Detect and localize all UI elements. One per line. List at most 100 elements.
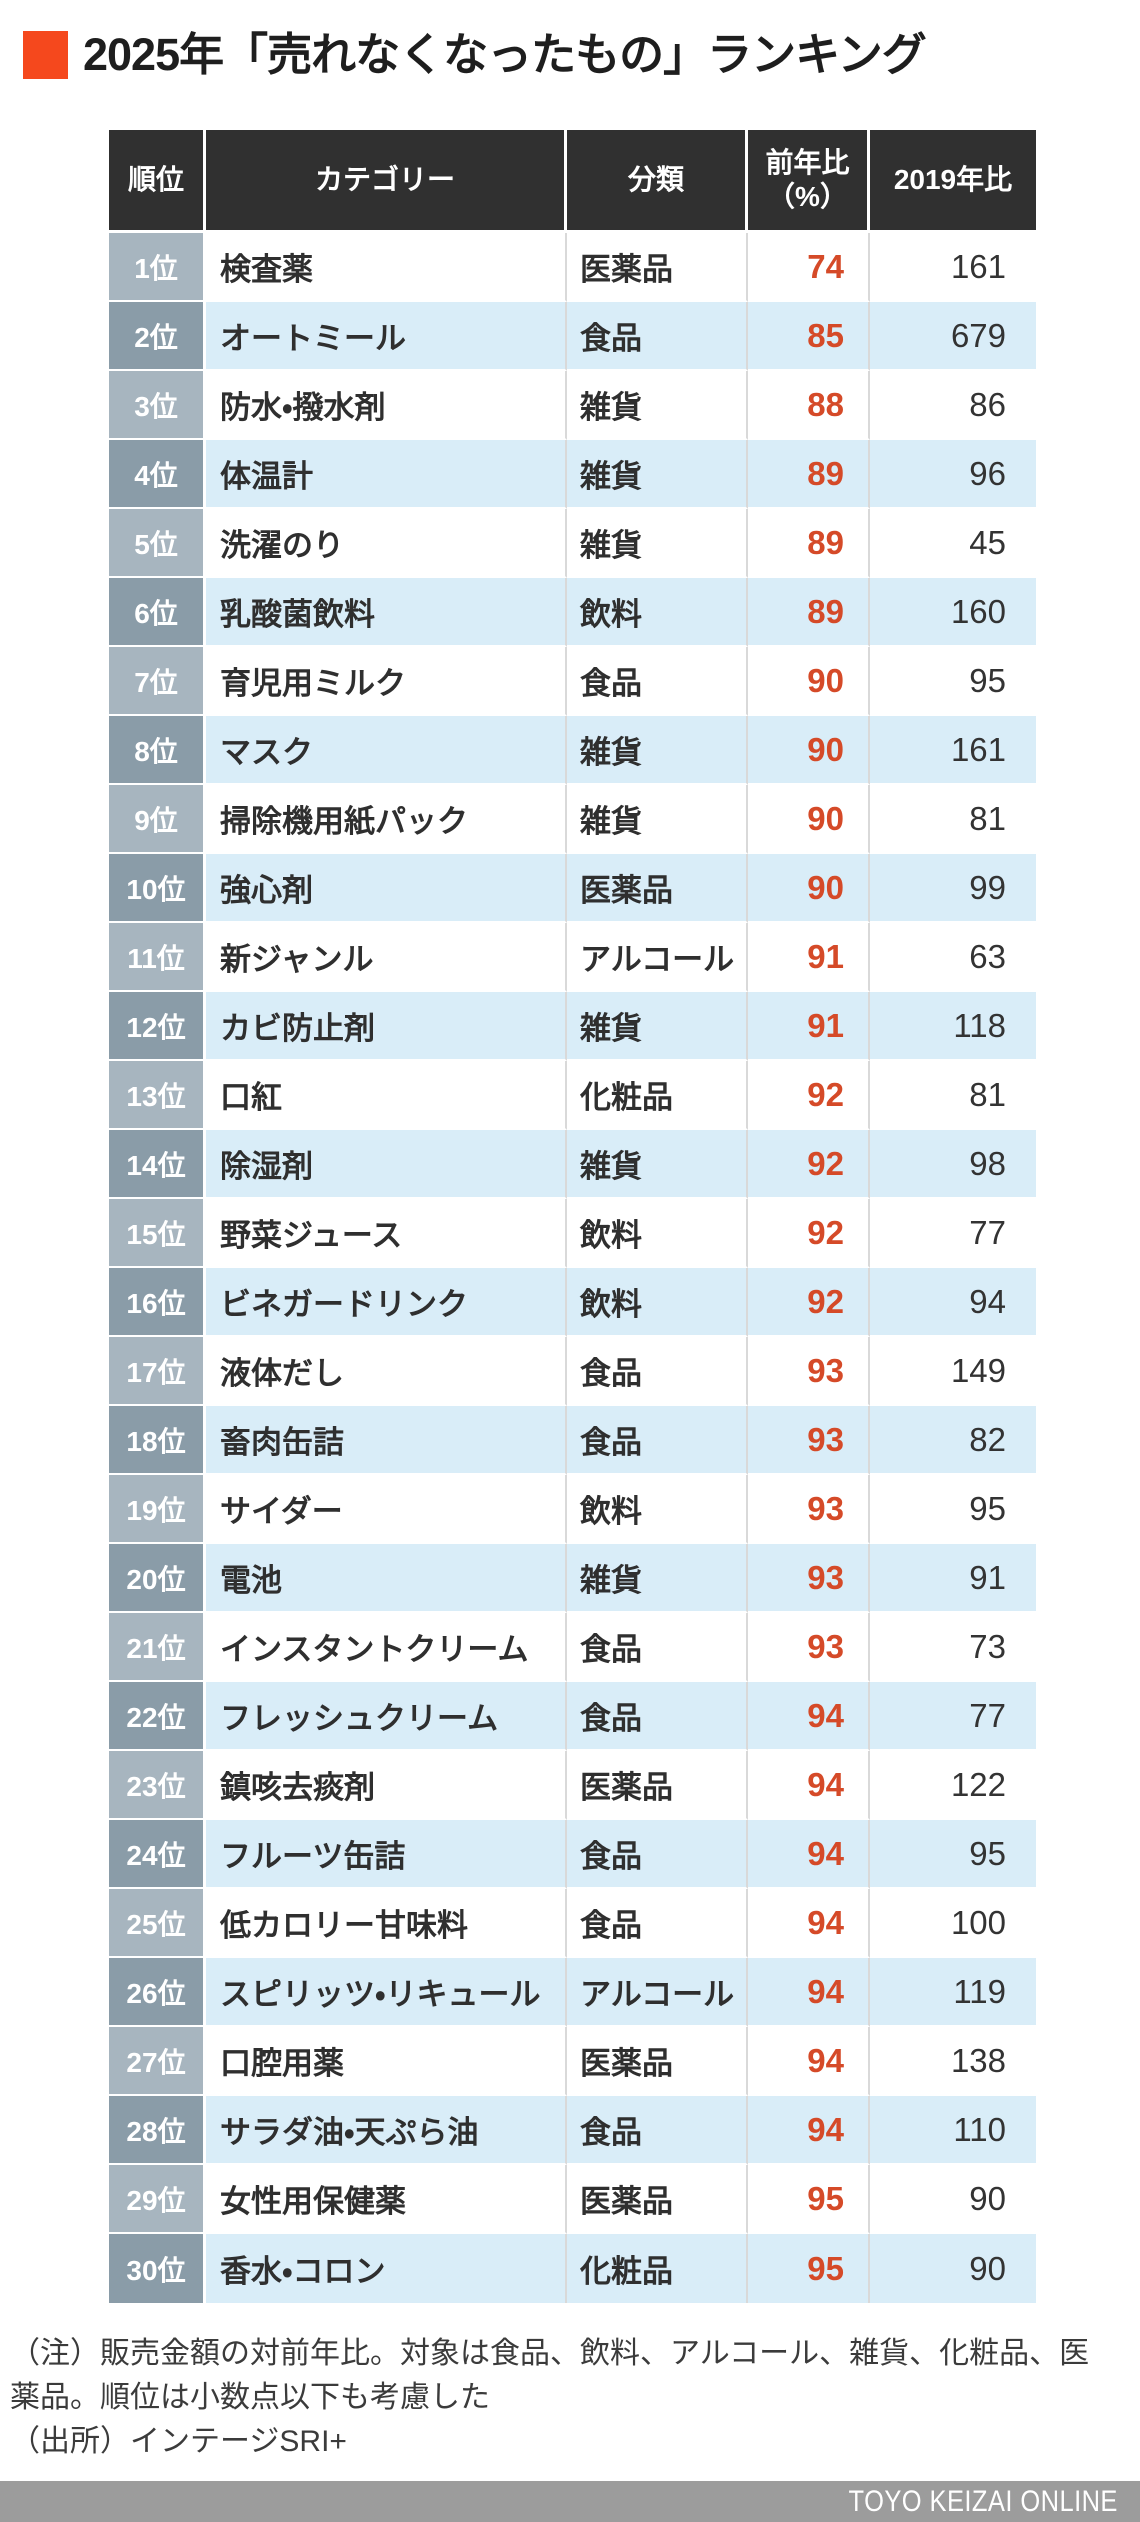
- table-row: 12位 カビ防止剤 雑貨 91 118: [109, 992, 1036, 1061]
- class-cell: 雑貨: [567, 1544, 748, 1613]
- category-cell: 乳酸菌飲料: [206, 578, 567, 647]
- table-row: 15位 野菜ジュース 飲料 92 77: [109, 1199, 1036, 1268]
- vs2019-cell: 95: [870, 647, 1036, 716]
- table-row: 30位 香水・コロン 化粧品 95 90: [109, 2234, 1036, 2303]
- table-row: 5位 洗濯のり 雑貨 89 45: [109, 509, 1036, 578]
- vs2019-cell: 160: [870, 578, 1036, 647]
- category-cell: サイダー: [206, 1475, 567, 1544]
- header-category: カテゴリー: [206, 130, 567, 233]
- class-cell: 食品: [567, 1889, 748, 1958]
- rank-cell: 6位: [109, 578, 206, 647]
- yoy-percent-cell: 94: [748, 1958, 870, 2027]
- rank-cell: 27位: [109, 2027, 206, 2096]
- class-cell: 医薬品: [567, 854, 748, 923]
- yoy-percent-cell: 90: [748, 785, 870, 854]
- header-row: 順位 カテゴリー 分類 前年比 （%） 2019年比: [109, 130, 1036, 233]
- rank-cell: 17位: [109, 1337, 206, 1406]
- table-row: 7位 育児用ミルク 食品 90 95: [109, 647, 1036, 716]
- brand-logo-text: TOYO KEIZAI ONLINE: [848, 2484, 1118, 2518]
- vs2019-cell: 100: [870, 1889, 1036, 1958]
- class-cell: 雑貨: [567, 371, 748, 440]
- class-cell: 医薬品: [567, 2165, 748, 2234]
- table-row: 8位 マスク 雑貨 90 161: [109, 716, 1036, 785]
- vs2019-cell: 98: [870, 1130, 1036, 1199]
- title-accent-square: [23, 31, 68, 79]
- yoy-percent-cell: 93: [748, 1406, 870, 1475]
- yoy-percent-cell: 94: [748, 2096, 870, 2165]
- class-cell: 食品: [567, 2096, 748, 2165]
- rank-cell: 23位: [109, 1751, 206, 1820]
- vs2019-cell: 99: [870, 854, 1036, 923]
- header-class: 分類: [567, 130, 748, 233]
- rank-cell: 14位: [109, 1130, 206, 1199]
- category-cell: オートミール: [206, 302, 567, 371]
- category-cell: インスタントクリーム: [206, 1613, 567, 1682]
- vs2019-cell: 77: [870, 1682, 1036, 1751]
- yoy-percent-cell: 91: [748, 923, 870, 992]
- title-block: 2025年「売れなくなったもの」ランキング: [23, 29, 927, 80]
- class-cell: 飲料: [567, 1199, 748, 1268]
- yoy-percent-cell: 95: [748, 2165, 870, 2234]
- table-row: 3位 防水・撥水剤 雑貨 88 86: [109, 371, 1036, 440]
- table-row: 10位 強心剤 医薬品 90 99: [109, 854, 1036, 923]
- category-cell: 液体だし: [206, 1337, 567, 1406]
- rank-cell: 22位: [109, 1682, 206, 1751]
- yoy-percent-cell: 88: [748, 371, 870, 440]
- category-cell: サラダ油・天ぷら油: [206, 2096, 567, 2165]
- yoy-percent-cell: 90: [748, 716, 870, 785]
- category-cell: 洗濯のり: [206, 509, 567, 578]
- table-row: 24位 フルーツ缶詰 食品 94 95: [109, 1820, 1036, 1889]
- vs2019-cell: 77: [870, 1199, 1036, 1268]
- category-cell: 体温計: [206, 440, 567, 509]
- table-row: 29位 女性用保健薬 医薬品 95 90: [109, 2165, 1036, 2234]
- class-cell: 雑貨: [567, 992, 748, 1061]
- class-cell: 医薬品: [567, 1751, 748, 1820]
- category-cell: 口腔用薬: [206, 2027, 567, 2096]
- category-cell: カビ防止剤: [206, 992, 567, 1061]
- note-text: （注）販売金額の対前年比。対象は食品、飲料、アルコール、雑貨、化粧品、医薬品。順…: [10, 2337, 1090, 2414]
- yoy-percent-cell: 89: [748, 440, 870, 509]
- table-row: 21位 インスタントクリーム 食品 93 73: [109, 1613, 1036, 1682]
- rank-cell: 8位: [109, 716, 206, 785]
- yoy-percent-cell: 92: [748, 1268, 870, 1337]
- header-yoy-line2: （%）: [767, 181, 848, 212]
- class-cell: 食品: [567, 1337, 748, 1406]
- vs2019-cell: 95: [870, 1820, 1036, 1889]
- table-row: 19位 サイダー 飲料 93 95: [109, 1475, 1036, 1544]
- vs2019-cell: 161: [870, 233, 1036, 302]
- yoy-percent-cell: 92: [748, 1130, 870, 1199]
- category-cell: 香水・コロン: [206, 2234, 567, 2303]
- class-cell: 雑貨: [567, 716, 748, 785]
- category-cell: 防水・撥水剤: [206, 371, 567, 440]
- footnotes: （注）販売金額の対前年比。対象は食品、飲料、アルコール、雑貨、化粧品、医薬品。順…: [10, 2332, 1102, 2464]
- ranking-table: 順位 カテゴリー 分類 前年比 （%） 2019年比 1位 検査薬 医薬品 74 …: [109, 130, 1036, 2303]
- header-yoy-line1: 前年比: [765, 147, 850, 178]
- page-title: 2025年「売れなくなったもの」ランキング: [83, 29, 927, 80]
- class-cell: 雑貨: [567, 785, 748, 854]
- category-cell: スピリッツ・リキュール: [206, 1958, 567, 2027]
- vs2019-cell: 86: [870, 371, 1036, 440]
- category-cell: フルーツ缶詰: [206, 1820, 567, 1889]
- rank-cell: 28位: [109, 2096, 206, 2165]
- class-cell: 飲料: [567, 578, 748, 647]
- class-cell: 飲料: [567, 1268, 748, 1337]
- vs2019-cell: 45: [870, 509, 1036, 578]
- rank-cell: 25位: [109, 1889, 206, 1958]
- yoy-percent-cell: 94: [748, 1820, 870, 1889]
- rank-cell: 4位: [109, 440, 206, 509]
- class-cell: アルコール: [567, 923, 748, 992]
- table-row: 26位 スピリッツ・リキュール アルコール 94 119: [109, 1958, 1036, 2027]
- yoy-percent-cell: 94: [748, 2027, 870, 2096]
- rank-cell: 10位: [109, 854, 206, 923]
- rank-cell: 20位: [109, 1544, 206, 1613]
- class-cell: 食品: [567, 1820, 748, 1889]
- ranking-table-body: 1位 検査薬 医薬品 74 161 2位 オートミール 食品 85 679 3位…: [109, 233, 1036, 2303]
- rank-cell: 30位: [109, 2234, 206, 2303]
- brand-bar: TOYO KEIZAI ONLINE: [0, 2481, 1140, 2522]
- vs2019-cell: 118: [870, 992, 1036, 1061]
- rank-cell: 5位: [109, 509, 206, 578]
- category-cell: 畜肉缶詰: [206, 1406, 567, 1475]
- rank-cell: 7位: [109, 647, 206, 716]
- rank-cell: 18位: [109, 1406, 206, 1475]
- rank-cell: 21位: [109, 1613, 206, 1682]
